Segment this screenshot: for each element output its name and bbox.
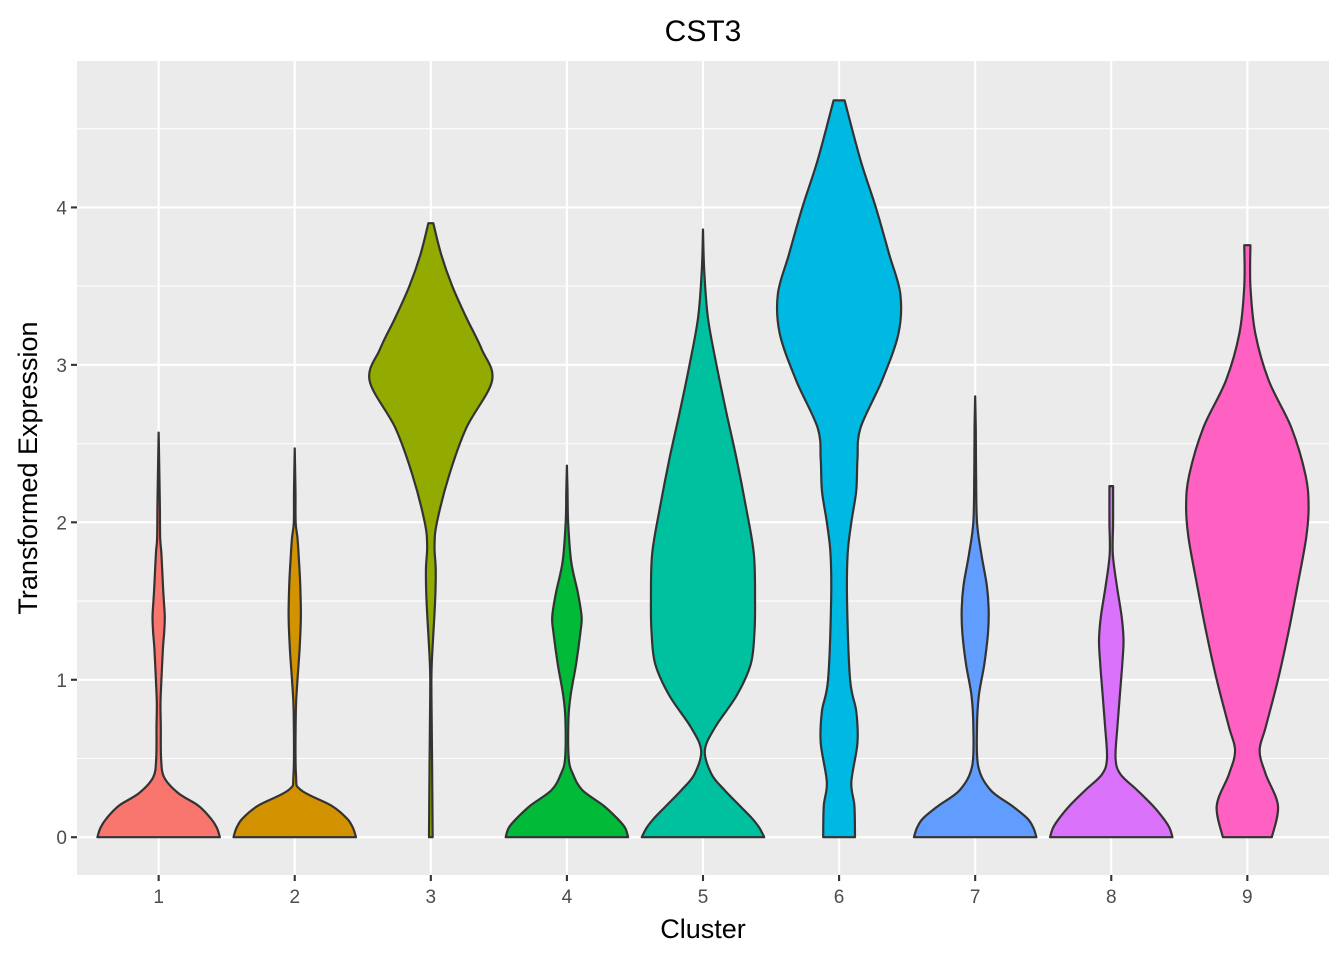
- x-tick-label: 4: [562, 887, 573, 908]
- violin-cluster-2: [232, 447, 358, 839]
- chart-title: CST3: [665, 15, 742, 48]
- x-tick-label: 7: [970, 887, 981, 908]
- x-tick-label: 2: [289, 887, 300, 908]
- y-axis-title: Transformed Expression: [13, 321, 43, 614]
- y-tick-label: 4: [56, 198, 67, 219]
- x-tick-label: 5: [698, 887, 709, 908]
- violin-cluster-8: [1048, 485, 1174, 839]
- y-tick-label: 3: [56, 356, 67, 377]
- violin-cluster-4: [504, 464, 630, 839]
- x-tick-label: 3: [426, 887, 437, 908]
- violin-cluster-3: [368, 222, 494, 839]
- y-tick-label: 1: [56, 671, 67, 692]
- axes: 0 1 2 3 4 1 2 3 4 5 6 7 8 9: [56, 198, 1252, 908]
- x-tick-label: 1: [153, 887, 164, 908]
- violin-cluster-1: [96, 431, 221, 839]
- y-tick-label: 2: [56, 513, 67, 534]
- x-tick-label: 8: [1106, 887, 1117, 908]
- violin-cluster-7: [912, 395, 1038, 839]
- violin-cluster-9: [1185, 244, 1310, 839]
- y-tick-label: 0: [56, 828, 67, 849]
- violins: [96, 99, 1310, 839]
- x-axis-title: Cluster: [660, 914, 746, 944]
- x-tick-label: 9: [1242, 887, 1253, 908]
- violin-cluster-5: [640, 228, 766, 839]
- violin-cluster-6: [775, 99, 903, 839]
- x-tick-label: 6: [834, 887, 845, 908]
